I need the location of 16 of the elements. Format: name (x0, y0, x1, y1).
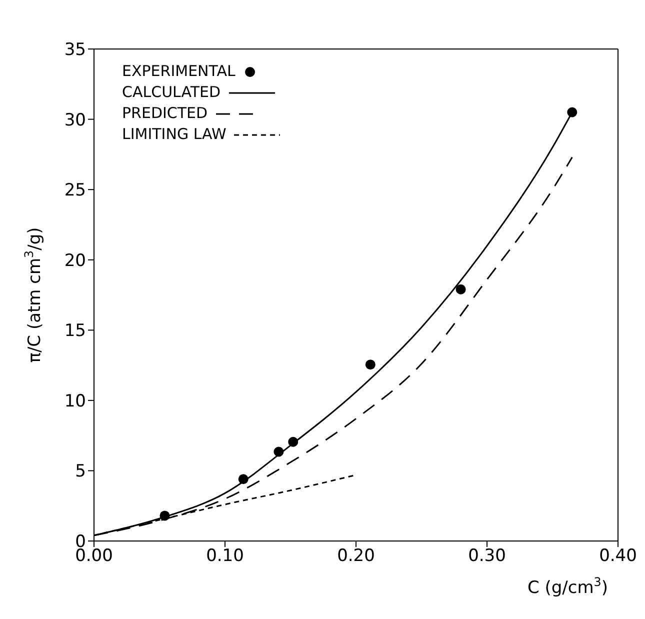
x-axis-title: C (g/cm$^{3}$) (527, 575, 608, 598)
y-tick-label: 5 (75, 462, 86, 482)
legend-label: PREDICTED (122, 103, 208, 124)
y-tick-label: 25 (64, 180, 86, 201)
x-tick-label: 0.30 (468, 546, 506, 566)
legend-label: LIMITING LAW (122, 124, 226, 145)
x-tick-label: 0.40 (599, 546, 637, 566)
y-tick-label: 20 (64, 250, 86, 271)
y-tick-label: 15 (64, 321, 86, 342)
y-tick-label: 35 (64, 40, 86, 60)
legend-label: CALCULATED (122, 82, 221, 103)
legend-label: EXPERIMENTAL (122, 61, 236, 82)
x-tick-label: 0.10 (206, 546, 244, 566)
y-tick-label: 10 (64, 391, 86, 412)
y-tick-label: 30 (64, 110, 86, 130)
x-tick-label: 0.20 (337, 546, 375, 566)
